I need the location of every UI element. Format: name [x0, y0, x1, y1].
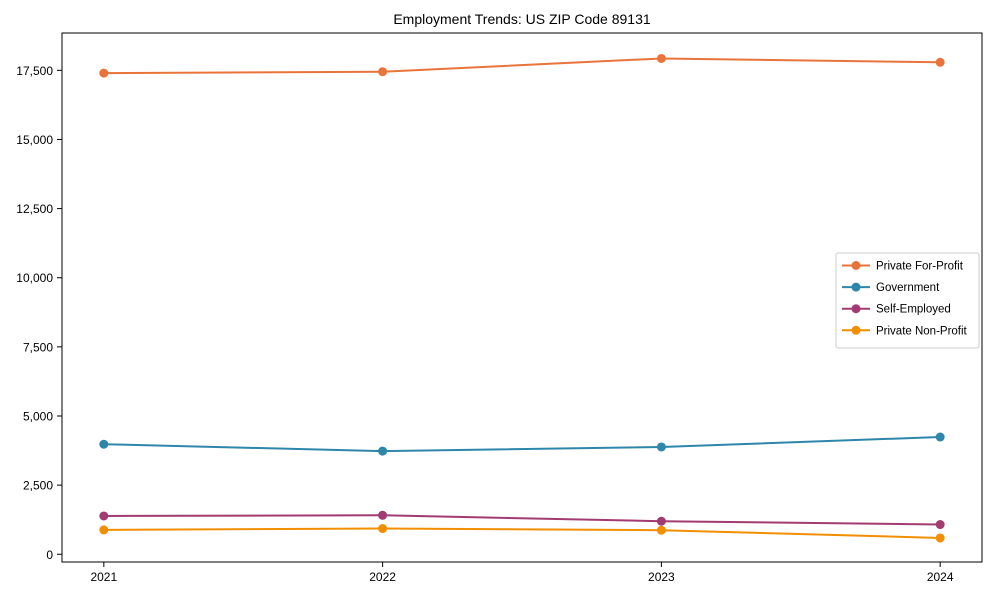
- x-tick-label: 2024: [927, 570, 954, 584]
- data-point-marker: [656, 53, 666, 63]
- legend-item: Private Non-Profit: [842, 325, 968, 337]
- legend-marker-icon: [851, 261, 861, 270]
- y-tick-label: 15,000: [16, 133, 53, 147]
- data-point-marker: [378, 524, 388, 534]
- legend-marker-icon: [851, 282, 861, 292]
- plot-area: 0 2,500 5,000 7,500 10,000 12,500 15,000 17,500…: [16, 32, 983, 584]
- legend-item: Private For-Profit: [842, 261, 964, 273]
- data-point-marker: [656, 525, 666, 535]
- data-point-marker: [99, 525, 109, 535]
- y-tick-label: 12,500: [16, 202, 53, 216]
- data-point-marker: [656, 516, 666, 526]
- data-point-marker: [378, 510, 388, 520]
- legend-marker-icon: [851, 325, 861, 335]
- x-tick-label: 2021: [90, 570, 117, 584]
- legend-item: Self-Employed: [842, 304, 951, 316]
- data-point-marker: [99, 511, 109, 521]
- series-private-for-profit: [99, 53, 945, 78]
- legend-item-label: Self-Employed: [876, 304, 951, 316]
- series-line: [102, 436, 942, 453]
- data-point-marker: [935, 533, 945, 543]
- y-tick-label: 2,500: [23, 479, 53, 493]
- y-tick-label: 7,500: [23, 340, 53, 354]
- legend-marker-icon: [851, 304, 861, 314]
- legend-item-label: Private Non-Profit: [876, 325, 968, 337]
- data-point-marker: [935, 432, 945, 442]
- legend-item-label: Government: [876, 282, 940, 294]
- series-private-non-profit: [99, 524, 945, 543]
- series-line: [102, 527, 942, 539]
- series-government: [99, 432, 945, 456]
- data-point-marker: [378, 67, 388, 77]
- legend-item: Government: [842, 282, 940, 294]
- data-point-marker: [99, 68, 109, 78]
- y-tick-label: 10,000: [16, 271, 53, 285]
- y-tick-label: 0: [46, 548, 53, 562]
- data-point-marker: [656, 442, 666, 452]
- data-point-marker: [99, 439, 109, 449]
- chart-title: Employment Trends: US ZIP Code 89131: [393, 11, 651, 27]
- y-tick-label: 5,000: [23, 409, 53, 423]
- series-line: [102, 514, 942, 526]
- data-point-marker: [378, 446, 388, 456]
- x-tick-label: 2023: [648, 570, 675, 584]
- data-point-marker: [935, 57, 945, 67]
- legend-item-label: Private For-Profit: [876, 261, 964, 273]
- legend: Private For-Profit Government Self-Employe…: [835, 252, 980, 349]
- y-tick-label: 17,500: [16, 64, 53, 78]
- series-self-employed: [99, 510, 945, 530]
- plot-border: [61, 32, 983, 563]
- x-tick-label: 2022: [369, 570, 396, 584]
- legend-box: [835, 252, 980, 349]
- series-line: [102, 57, 942, 75]
- data-point-marker: [935, 520, 945, 530]
